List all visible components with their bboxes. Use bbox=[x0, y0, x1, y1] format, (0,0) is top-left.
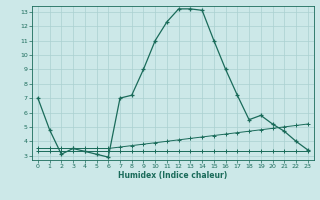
X-axis label: Humidex (Indice chaleur): Humidex (Indice chaleur) bbox=[118, 171, 228, 180]
